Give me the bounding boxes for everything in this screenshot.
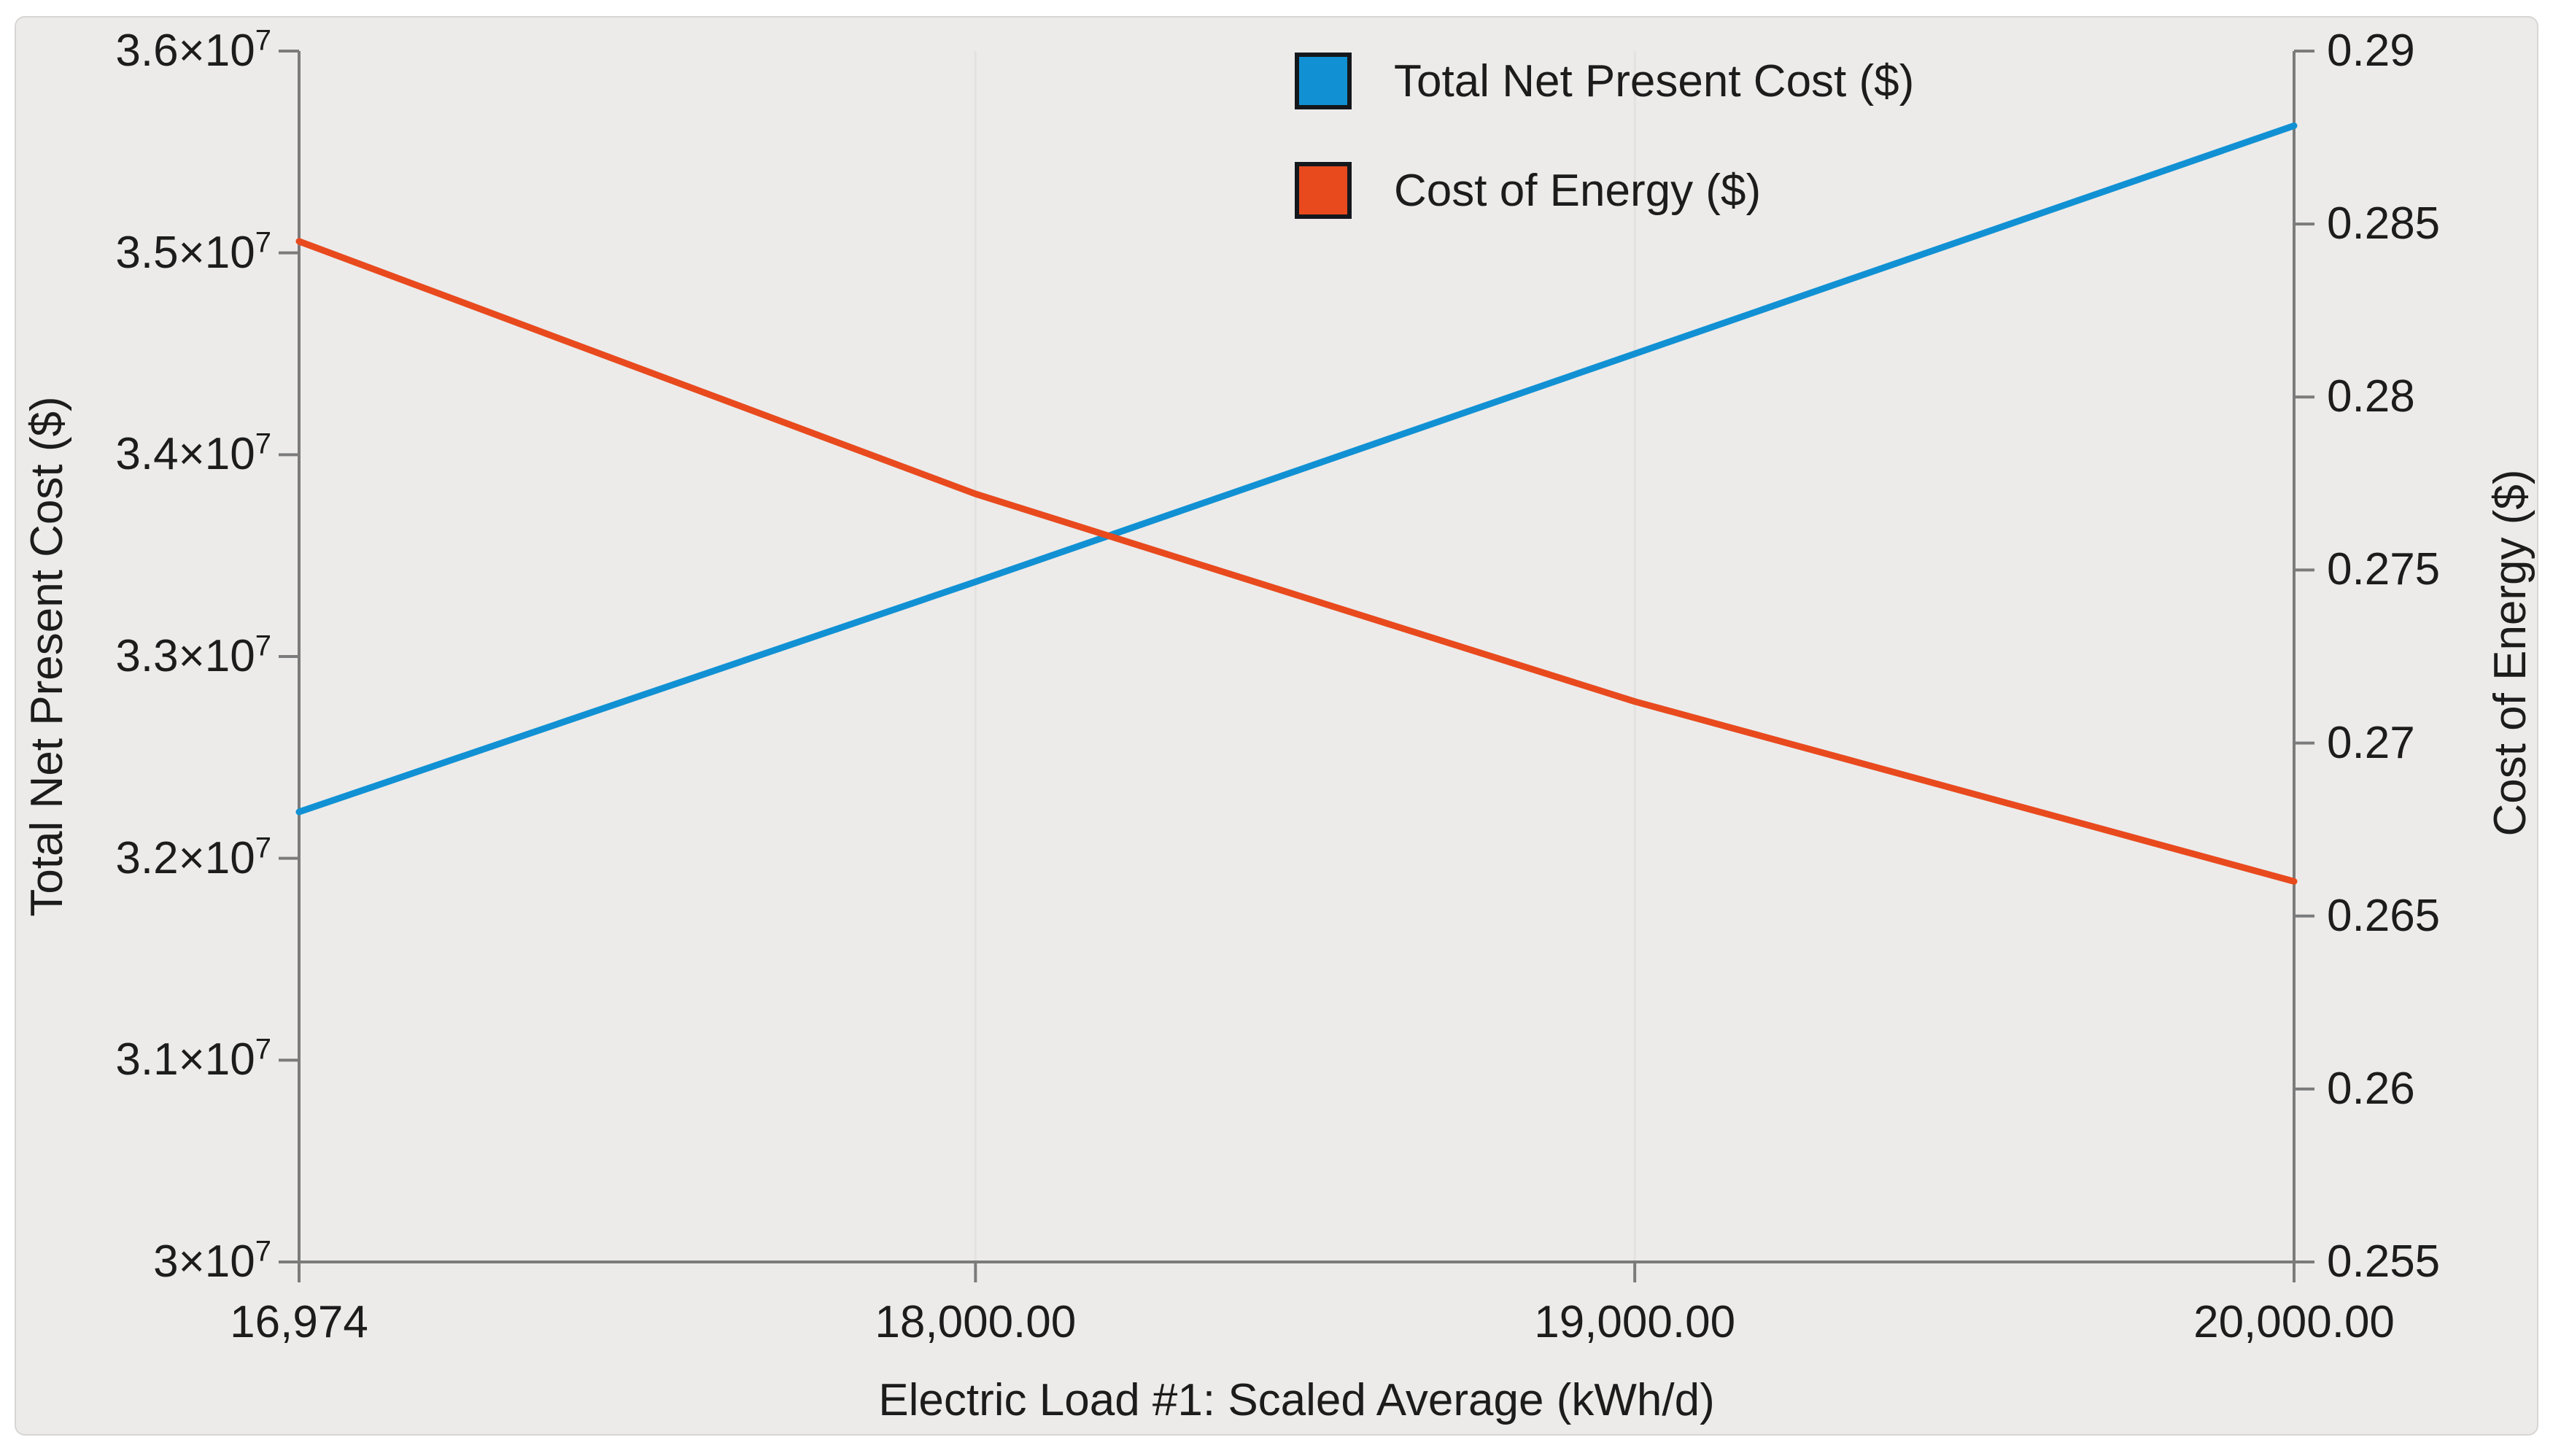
left-y-tick-label: 3.2×107 bbox=[115, 832, 271, 883]
coe-legend-label: Cost of Energy ($) bbox=[1394, 165, 1762, 216]
right-y-tick-label: 0.265 bbox=[2327, 890, 2441, 941]
left-y-tick-label: 3.5×107 bbox=[115, 226, 271, 278]
x-tick-label: 16,974 bbox=[230, 1297, 368, 1347]
coe-line bbox=[295, 238, 2298, 885]
left-y-tick-label: 3×107 bbox=[153, 1235, 271, 1287]
right-y-tick-label: 0.255 bbox=[2327, 1236, 2441, 1287]
x-tick-label: 20,000.00 bbox=[2193, 1297, 2395, 1347]
legend-item-tnpc: Total Net Present Cost ($) bbox=[1295, 53, 1914, 109]
legend-item-coe: Cost of Energy ($) bbox=[1295, 162, 1761, 219]
left-y-tick-label: 3.6×107 bbox=[115, 24, 271, 76]
right-y-tick-label: 0.28 bbox=[2327, 371, 2415, 422]
tnpc-legend-swatch bbox=[1295, 53, 1352, 109]
chart-panel bbox=[15, 16, 2538, 1436]
right-y-tick-label: 0.29 bbox=[2327, 26, 2415, 76]
tnpc-legend-label: Total Net Present Cost ($) bbox=[1394, 55, 1915, 107]
x-axis-title: Electric Load #1: Scaled Average (kWh/d) bbox=[878, 1375, 1715, 1425]
right-y-axis-title: Cost of Energy ($) bbox=[2485, 469, 2535, 837]
left-y-tick-label: 3.1×107 bbox=[115, 1033, 271, 1085]
left-y-tick-label: 3.3×107 bbox=[115, 630, 271, 681]
x-tick-label: 18,000.00 bbox=[875, 1297, 1077, 1347]
right-y-tick-label: 0.285 bbox=[2327, 198, 2441, 249]
right-y-tick-label: 0.26 bbox=[2327, 1063, 2415, 1114]
x-tick-label: 19,000.00 bbox=[1534, 1297, 1736, 1347]
right-y-tick-label: 0.275 bbox=[2327, 544, 2441, 595]
right-y-tick-label: 0.27 bbox=[2327, 717, 2415, 768]
left-y-tick-label: 3.4×107 bbox=[115, 427, 271, 480]
left-y-axis-title: Total Net Present Cost ($) bbox=[22, 396, 72, 917]
tnpc-line bbox=[295, 122, 2298, 816]
coe-legend-swatch bbox=[1295, 162, 1352, 219]
